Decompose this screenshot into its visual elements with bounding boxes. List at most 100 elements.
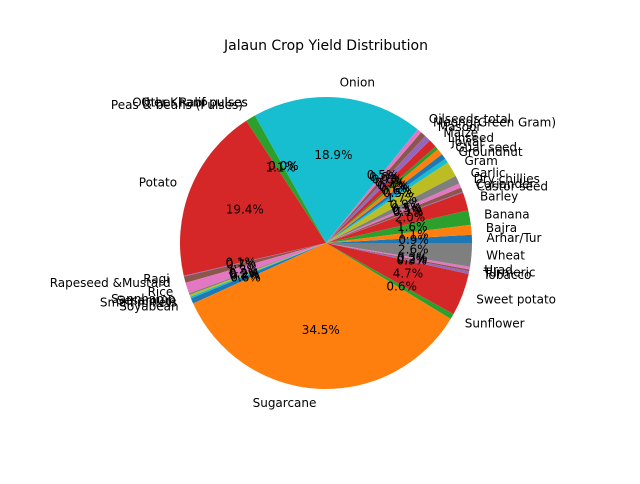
slice-pct-rice: 1.2%	[227, 263, 258, 277]
slice-potato	[179, 120, 326, 276]
slice-dry-chillies	[326, 183, 462, 243]
slice-label-tobacco: Tobacco	[482, 268, 531, 282]
slice-maize	[326, 140, 436, 243]
slice-castor-seed	[326, 191, 464, 243]
slice-pct-masoor: 0.7%	[372, 173, 403, 187]
slice-label-oilseeds-total: Oilseeds total	[429, 112, 511, 126]
slice-pct-arhar-tur: 0.9%	[398, 233, 429, 247]
slice-pct-other-rabi-pulses: 0.0%	[268, 159, 299, 173]
slice-label-masoor: Masoor	[438, 120, 482, 134]
slice-wheat	[326, 243, 472, 267]
slice-pct-sunflower: 0.6%	[386, 280, 417, 294]
slice-pct-small-millets: 0.2%	[230, 268, 261, 282]
slice-label-dry-chillies: Dry chillies	[474, 172, 540, 186]
slice-label-small-millets: Small millets	[100, 296, 177, 310]
slice-urad	[326, 243, 471, 270]
slice-pct-dry-chillies: 0.5%	[391, 201, 422, 215]
slice-pct-soyabean: 0.6%	[230, 270, 261, 284]
slice-rapeseed-mustard	[183, 243, 326, 283]
slice-label-jowar: Jowar	[450, 135, 484, 149]
slice-oilseeds-total	[326, 129, 422, 243]
slice-label-bajra: Bajra	[486, 221, 517, 235]
slice-pct-banana: 1.6%	[397, 220, 428, 234]
slice-label-sunflower: Sunflower	[465, 316, 525, 330]
slice-pct-wheat: 2.6%	[398, 243, 429, 257]
slice-pct-sesamum: 0.2%	[229, 267, 260, 281]
slice-pct-jowar: 0.7%	[379, 181, 410, 195]
slice-pct-tobacco: 0.3%	[397, 253, 428, 267]
slice-label-banana: Banana	[484, 207, 530, 221]
slice-pct-urad: 0.3%	[397, 251, 428, 265]
slice-label-maize: Maize	[443, 126, 478, 140]
slice-label-soyabean: Soyabean	[119, 299, 178, 313]
slice-coriander	[326, 187, 463, 243]
slice-sunflower	[326, 243, 454, 319]
slice-label-turmeric: Turmeric	[483, 266, 536, 280]
slice-linseed	[326, 146, 438, 243]
slice-label-coriander: Coriander	[476, 177, 535, 191]
slice-pct-castor-seed: 0.1%	[393, 205, 424, 219]
slice-sesamum	[189, 243, 326, 297]
slice-tobacco	[326, 243, 470, 274]
slice-pct-coriander: 0.5%	[392, 204, 423, 218]
slice-bajra	[326, 224, 472, 243]
slice-pct-ragi: 0.1%	[225, 255, 256, 269]
slice-label-guar-seed: Guar seed	[455, 140, 517, 154]
slice-pct-barley: 2.0%	[395, 211, 426, 225]
slice-label-rice: Rice	[148, 285, 174, 299]
slice-label-other-rabi-pulses: Other Rabi pulses	[141, 95, 248, 109]
slice-arhar-tur	[326, 234, 472, 243]
slice-groundnut	[326, 158, 448, 243]
slice-label-other-kharif-pulses: Other Kharif pulses	[132, 95, 247, 109]
slice-rice	[185, 243, 326, 294]
slice-label-sannhamp: Sannhamp	[111, 292, 175, 306]
pie-slices	[179, 97, 472, 390]
slice-pct-peas-beans-pulses: 1.1%	[265, 161, 296, 175]
slice-jowar	[326, 149, 442, 243]
slice-pct-sannhamp: 0.2%	[229, 266, 260, 280]
slice-garlic	[326, 175, 460, 243]
slice-pct-sugarcane: 34.5%	[302, 323, 340, 337]
slice-banana	[326, 210, 471, 243]
slice-label-garlic: Garlic	[471, 166, 506, 180]
slice-label-rapeseed-mustard: Rapeseed &Mustard	[50, 276, 171, 290]
slice-label-sugarcane: Sugarcane	[253, 396, 317, 410]
slice-ragi	[183, 243, 326, 277]
slice-label-castor-seed: Castor seed	[477, 180, 548, 194]
slice-pct-maize: 0.9%	[375, 176, 406, 190]
slice-masoor	[326, 135, 430, 243]
slice-pct-groundnut: 0.5%	[383, 186, 414, 200]
slice-small-millets	[190, 243, 326, 299]
slice-label-linseed: Linseed	[448, 131, 494, 145]
slice-label-moong-green-gram: Moong(Green Gram)	[433, 116, 556, 130]
slice-label-wheat: Wheat	[486, 249, 525, 263]
slice-label-arhar-tur: Arhar/Tur	[487, 231, 542, 245]
slice-guar-seed	[326, 154, 446, 243]
slice-soyabean	[190, 243, 326, 304]
slice-pct-oilseeds-total: 0.5%	[367, 168, 398, 182]
slice-label-sweet-potato: Sweet potato	[476, 292, 556, 306]
slice-gram	[326, 162, 456, 243]
slice-onion	[254, 97, 418, 244]
slice-pct-turmeric: 0.2%	[397, 252, 428, 266]
slice-sugarcane	[193, 243, 451, 390]
pie-labels: Arhar/Tur 0.9% Bajra 1.1% Banana 1.6% Barley 2.…	[50, 75, 556, 409]
slice-sweet-potato	[326, 243, 469, 315]
slice-moong-green-gram	[326, 132, 426, 243]
slice-pct-sweet-potato: 4.7%	[393, 266, 424, 280]
slice-label-barley: Barley	[480, 190, 518, 204]
slice-pct-other-kharif-pulses: 0.0%	[268, 159, 299, 173]
slice-pct-moong-green-gram: 0.6%	[369, 170, 400, 184]
slice-pct-guar-seed: 0.6%	[381, 184, 412, 198]
slice-barley	[326, 192, 469, 243]
slice-turmeric	[326, 243, 470, 272]
slice-label-sesamum: Sesamum	[117, 294, 177, 308]
slice-label-gram: Gram	[464, 154, 497, 168]
slice-label-peas-beans-pulses: Peas & beans (Pulses)	[111, 98, 243, 112]
slice-pct-rapeseed-mustard: 0.7%	[226, 258, 257, 272]
slice-pct-potato: 19.4%	[226, 203, 264, 217]
slice-pct-onion: 18.9%	[314, 148, 352, 162]
slice-pct-garlic: 0.9%	[390, 197, 421, 211]
